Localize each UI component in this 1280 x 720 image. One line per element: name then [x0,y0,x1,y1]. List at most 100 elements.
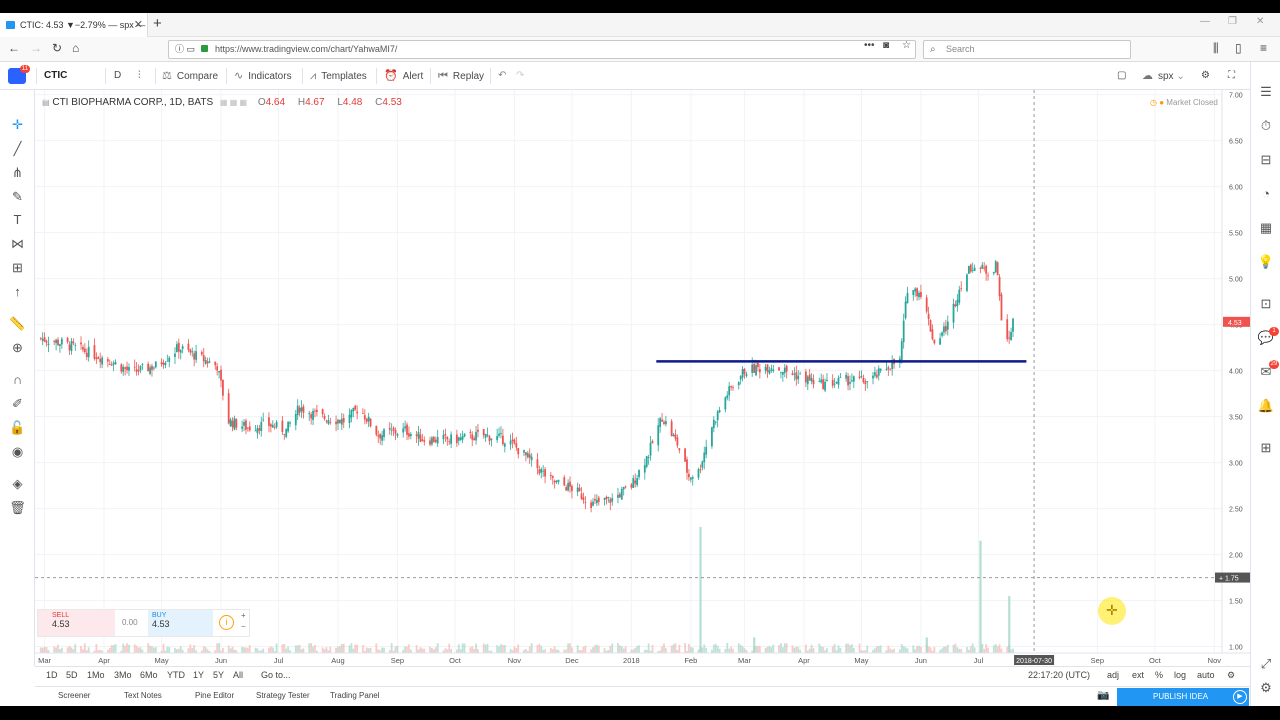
publish-idea-button[interactable]: PUBLISH IDEA ▶ [1117,688,1249,706]
close-window-icon[interactable]: ✕ [1256,16,1265,27]
ideas-bulb-icon[interactable]: 💡 [1257,254,1275,269]
range-1d[interactable]: 1D [46,670,58,680]
library-icon[interactable]: ⫼ [1213,41,1219,55]
interval-button[interactable]: D [114,70,122,81]
pattern-icon[interactable]: ⋈ [11,236,24,251]
undo-icon[interactable]: ↶ [498,70,507,81]
hotlist-icon[interactable]: ◔ [1262,186,1270,201]
lock-drawings-icon[interactable]: ✐ [12,396,23,411]
range-6mo[interactable]: 6Mo [140,670,158,680]
range-3mo[interactable]: 3Mo [114,670,132,680]
timezone-clock[interactable]: 22:17:20 (UTC) [1028,670,1091,680]
scale-settings-icon[interactable]: ⚙ [1227,670,1236,680]
collapse-legend-icon[interactable]: ▤ [42,98,50,107]
legend-actions-icon[interactable]: ▦ ▦ ▦ [219,98,248,107]
volume-bar [243,647,245,653]
text-icon[interactable]: T [13,212,22,227]
alerts-clock-icon[interactable]: ⏱ [1260,118,1272,133]
zoom-icon[interactable]: ⊕ [12,340,23,355]
maximize-icon[interactable]: ❐ [1228,16,1237,27]
price-axis[interactable]: 1.001.502.002.503.003.504.004.505.005.50… [1215,93,1250,652]
calendar-icon[interactable]: ▦ [1259,220,1273,235]
data-window-icon[interactable]: ⊟ [1260,152,1272,167]
save-layout-button[interactable]: ☁ spx ⌄ [1142,70,1185,82]
arrow-icon[interactable]: ↑ [14,284,21,299]
range-5d[interactable]: 5D [66,670,78,680]
volume-bar [106,649,109,653]
page-actions-icon[interactable]: ••• [864,40,875,51]
menu-icon[interactable]: ≡ [1260,41,1268,55]
tab-trading-panel[interactable]: Trading Panel [330,691,380,700]
templates-button[interactable]: ⩘ Templates [310,70,367,82]
redo-icon[interactable]: ↷ [516,70,525,81]
volume-bar [471,646,474,653]
browser-tab[interactable]: CTIC: 4.53 ▼−2.79% — spx — … ✕ [0,13,148,37]
range-5y[interactable]: 5Y [213,670,225,680]
tab-screener[interactable]: Screener [58,691,91,700]
messages-icon[interactable]: ✉ [1260,364,1272,379]
alert-button[interactable]: ⏰ Alert [384,70,424,82]
range-all[interactable]: All [233,670,244,680]
layout-icon[interactable]: ▢ [1117,70,1127,81]
order-panel-icon[interactable]: ⊞ [1260,440,1272,455]
volume-bar [831,646,834,653]
price-chart[interactable]: 1.001.502.002.503.003.504.004.505.005.50… [35,90,1250,666]
bookmark-star-icon[interactable]: ☆ [902,40,911,51]
watchlist-icon[interactable]: ☰ [1260,84,1272,99]
symbol-search[interactable]: CTIC [44,70,68,81]
range-1y[interactable]: 1Y [193,670,205,680]
sidebar-icon[interactable]: ▯ [1235,41,1242,55]
qty-plus-button[interactable]: + [241,611,246,620]
prediction-icon[interactable]: ⊞ [12,260,23,275]
compare-button[interactable]: ⚖ Compare [162,70,219,82]
close-tab-icon[interactable]: ✕ [133,19,143,31]
replay-button[interactable]: ⏮ Replay [438,70,485,82]
volume-bar [1000,648,1003,653]
range-ytd[interactable]: YTD [167,670,185,680]
reload-icon[interactable]: ↻ [52,41,63,55]
info-icon[interactable]: ⓘ ▭ [175,44,196,54]
settings-gear-icon[interactable]: ⚙ [1201,70,1210,81]
buy-button[interactable]: BUY 4.53 [148,610,213,636]
scale-percent[interactable]: % [1155,670,1164,680]
streams-icon[interactable]: ⊡ [1260,296,1272,311]
scale-log[interactable]: log [1174,670,1187,680]
brush-icon[interactable]: ✎ [12,189,23,204]
indicators-button[interactable]: ∿ Indicators [234,70,292,82]
trendline-icon[interactable]: ╱ [13,141,22,156]
scale-auto[interactable]: auto [1197,670,1215,680]
info-icon[interactable]: i [219,615,234,630]
minimize-icon[interactable]: — [1200,16,1210,27]
crosshair-icon[interactable]: ✛ [12,117,23,132]
camera-icon[interactable]: 📷 [1097,690,1110,701]
home-icon[interactable]: ⌂ [72,41,80,55]
forward-icon[interactable]: → [30,41,42,55]
chart-style-icon[interactable]: ⫶ [138,70,141,81]
notifications-bell-icon[interactable]: 🔔 [1257,398,1275,413]
eye-icon[interactable]: ◉ [11,444,24,459]
sell-button[interactable]: SELL 4.53 [38,610,115,636]
goto-button[interactable]: Go to... [261,670,291,680]
scale-ext[interactable]: ext [1132,670,1145,680]
unlock-icon[interactable]: 🔓 [9,420,26,435]
pitchfork-icon[interactable]: ⋔ [12,165,23,180]
trash-icon[interactable]: 🗑 [9,500,26,515]
range-1mo[interactable]: 1Mo [87,670,105,680]
scale-adj[interactable]: adj [1107,670,1120,680]
layers-icon[interactable]: ◈ [12,476,23,491]
ruler-icon[interactable]: 📏 [9,316,26,331]
pocket-icon[interactable]: ◙ [883,40,890,51]
tab-text-notes[interactable]: Text Notes [124,691,162,700]
qty-minus-button[interactable]: − [241,622,246,631]
tab-pine-editor[interactable]: Pine Editor [195,691,235,700]
tab-strategy-tester[interactable]: Strategy Tester [256,691,310,700]
back-icon[interactable]: ← [8,41,20,55]
url-bar[interactable]: ⓘ ▭ https://www.tradingview.com/chart/Ya… [168,40,916,59]
fullscreen-icon[interactable]: ⛶ [1228,70,1235,81]
magnet-icon[interactable]: ∩ [12,372,23,387]
time-axis[interactable]: Mar Apr May Jun Jul Aug Sep Oct Nov Dec 2018 Feb Mar… [35,652,1250,665]
expand-icon[interactable]: ⤢ [1260,656,1272,671]
search-box[interactable]: ⌕ Search [923,40,1131,59]
new-tab-button[interactable]: + [153,15,162,32]
help-gear-icon[interactable]: ⚙ [1260,680,1272,695]
